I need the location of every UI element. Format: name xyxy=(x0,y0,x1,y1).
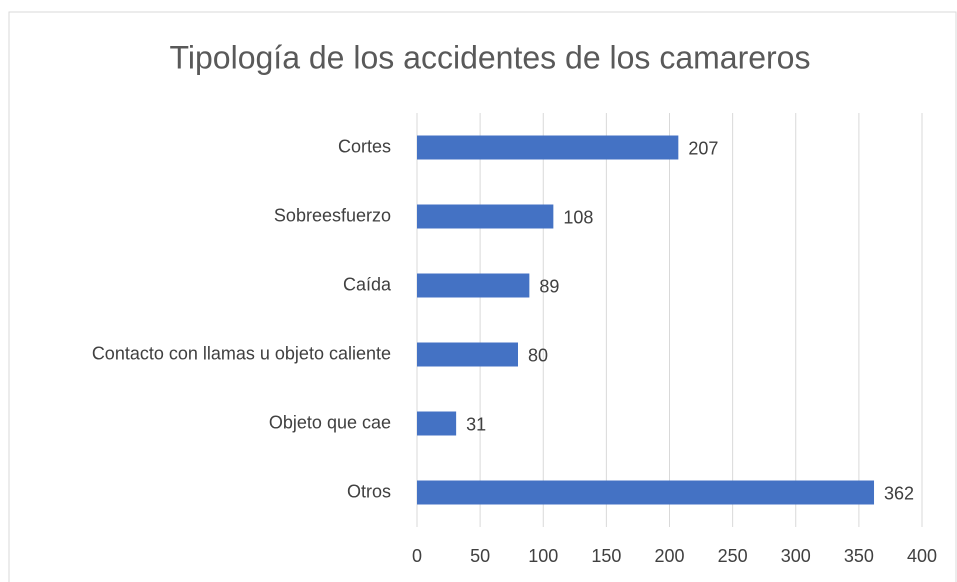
x-tick-label: 200 xyxy=(654,546,684,566)
y-tick-label: Cortes xyxy=(338,136,391,156)
x-tick-label: 0 xyxy=(412,546,422,566)
bar xyxy=(417,342,518,367)
x-tick-label: 100 xyxy=(528,546,558,566)
y-tick-label: Otros xyxy=(347,481,391,501)
data-label: 207 xyxy=(688,138,718,158)
chart-title: Tipología de los accidentes de los camar… xyxy=(170,39,811,75)
y-tick-label: Sobreesfuerzo xyxy=(274,205,391,225)
x-tick-label: 150 xyxy=(591,546,621,566)
data-label: 362 xyxy=(884,483,914,503)
x-tick-label: 350 xyxy=(844,546,874,566)
bar xyxy=(417,411,457,436)
y-tick-label: Objeto que cae xyxy=(269,412,391,432)
bar xyxy=(417,204,554,229)
data-label: 31 xyxy=(466,414,486,434)
y-tick-label: Caída xyxy=(343,274,392,294)
data-label: 80 xyxy=(528,345,548,365)
x-tick-label: 300 xyxy=(781,546,811,566)
bar xyxy=(417,480,875,505)
x-tick-label: 250 xyxy=(718,546,748,566)
x-tick-label: 400 xyxy=(907,546,937,566)
data-label: 108 xyxy=(563,207,593,227)
x-tick-label: 50 xyxy=(470,546,490,566)
bar xyxy=(417,273,530,298)
bar xyxy=(417,135,679,160)
y-tick-label: Contacto con llamas u objeto caliente xyxy=(92,343,391,363)
data-label: 89 xyxy=(539,276,559,296)
